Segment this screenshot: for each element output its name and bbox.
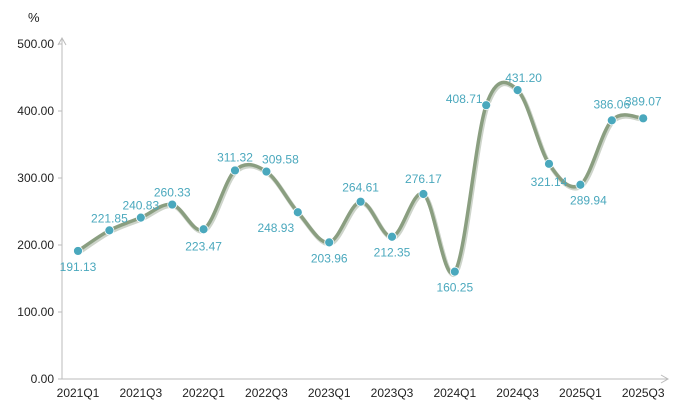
data-point-marker — [449, 266, 460, 277]
x-tick-label: 2021Q3 — [119, 386, 162, 400]
data-point-marker — [104, 225, 115, 236]
data-point-marker — [575, 179, 586, 190]
data-label: 408.71 — [446, 92, 483, 106]
data-label: 223.47 — [185, 239, 222, 253]
data-point-marker — [230, 165, 240, 176]
data-point-marker — [606, 115, 617, 126]
y-axis: 0.00 100.00 200.00 300.00 400.00 500.00 — [17, 36, 67, 386]
y-tick-label: 300.00 — [17, 171, 54, 185]
data-point-marker — [167, 199, 178, 210]
data-label: 289.94 — [570, 194, 607, 208]
x-axis-arrow — [660, 374, 670, 384]
x-tick-label: 2023Q1 — [308, 386, 351, 400]
x-tick-label: 2025Q1 — [559, 386, 602, 400]
y-axis-arrow — [57, 36, 67, 46]
data-point-marker — [512, 85, 523, 95]
data-point-marker — [355, 196, 366, 207]
data-point-marker — [324, 237, 335, 248]
data-label: 240.83 — [122, 199, 159, 213]
data-point-marker — [73, 246, 83, 256]
data-point-marker — [481, 100, 492, 111]
data-label: 221.85 — [91, 211, 128, 225]
data-point-marker — [292, 207, 303, 218]
data-label: 431.20 — [505, 71, 542, 85]
data-point-marker — [135, 212, 146, 223]
y-tick-label: 0.00 — [31, 372, 55, 386]
x-tick-label: 2022Q3 — [245, 386, 288, 400]
y-tick-label: 500.00 — [17, 37, 54, 51]
series-markers — [73, 85, 649, 277]
data-label: 160.25 — [436, 281, 473, 295]
x-axis: 2021Q1 2021Q3 2022Q1 2022Q3 2023Q1 2023Q3 2024… — [57, 374, 670, 400]
data-label: 386.06 — [593, 97, 630, 111]
y-tick-label: 100.00 — [17, 305, 54, 319]
data-point-marker — [261, 166, 272, 177]
data-label: 276.17 — [405, 172, 442, 186]
y-tick-label: 200.00 — [17, 238, 54, 252]
data-label: 321.14 — [531, 175, 568, 189]
y-unit-label: % — [28, 10, 40, 25]
x-tick-label: 2024Q1 — [433, 386, 476, 400]
data-label: 191.13 — [60, 260, 97, 274]
data-point-marker — [544, 158, 554, 169]
x-tick-label: 2021Q1 — [57, 386, 100, 400]
data-label: 264.61 — [342, 181, 379, 195]
x-tick-label: 2024Q3 — [496, 386, 539, 400]
data-point-marker — [198, 224, 209, 235]
data-label: 212.35 — [374, 246, 411, 260]
data-label: 260.33 — [154, 186, 191, 200]
data-label: 389.07 — [625, 94, 662, 108]
data-point-marker — [387, 231, 397, 242]
data-label: 248.93 — [257, 221, 294, 235]
data-label: 309.58 — [262, 153, 299, 167]
data-point-marker — [418, 189, 429, 199]
data-label: 311.32 — [217, 150, 253, 164]
x-tick-label: 2023Q3 — [371, 386, 414, 400]
x-tick-label: 2022Q1 — [182, 386, 225, 400]
y-tick-label: 400.00 — [17, 104, 54, 118]
x-tick-label: 2025Q3 — [622, 386, 665, 400]
data-label: 203.96 — [311, 251, 348, 265]
data-point-marker — [638, 113, 649, 124]
